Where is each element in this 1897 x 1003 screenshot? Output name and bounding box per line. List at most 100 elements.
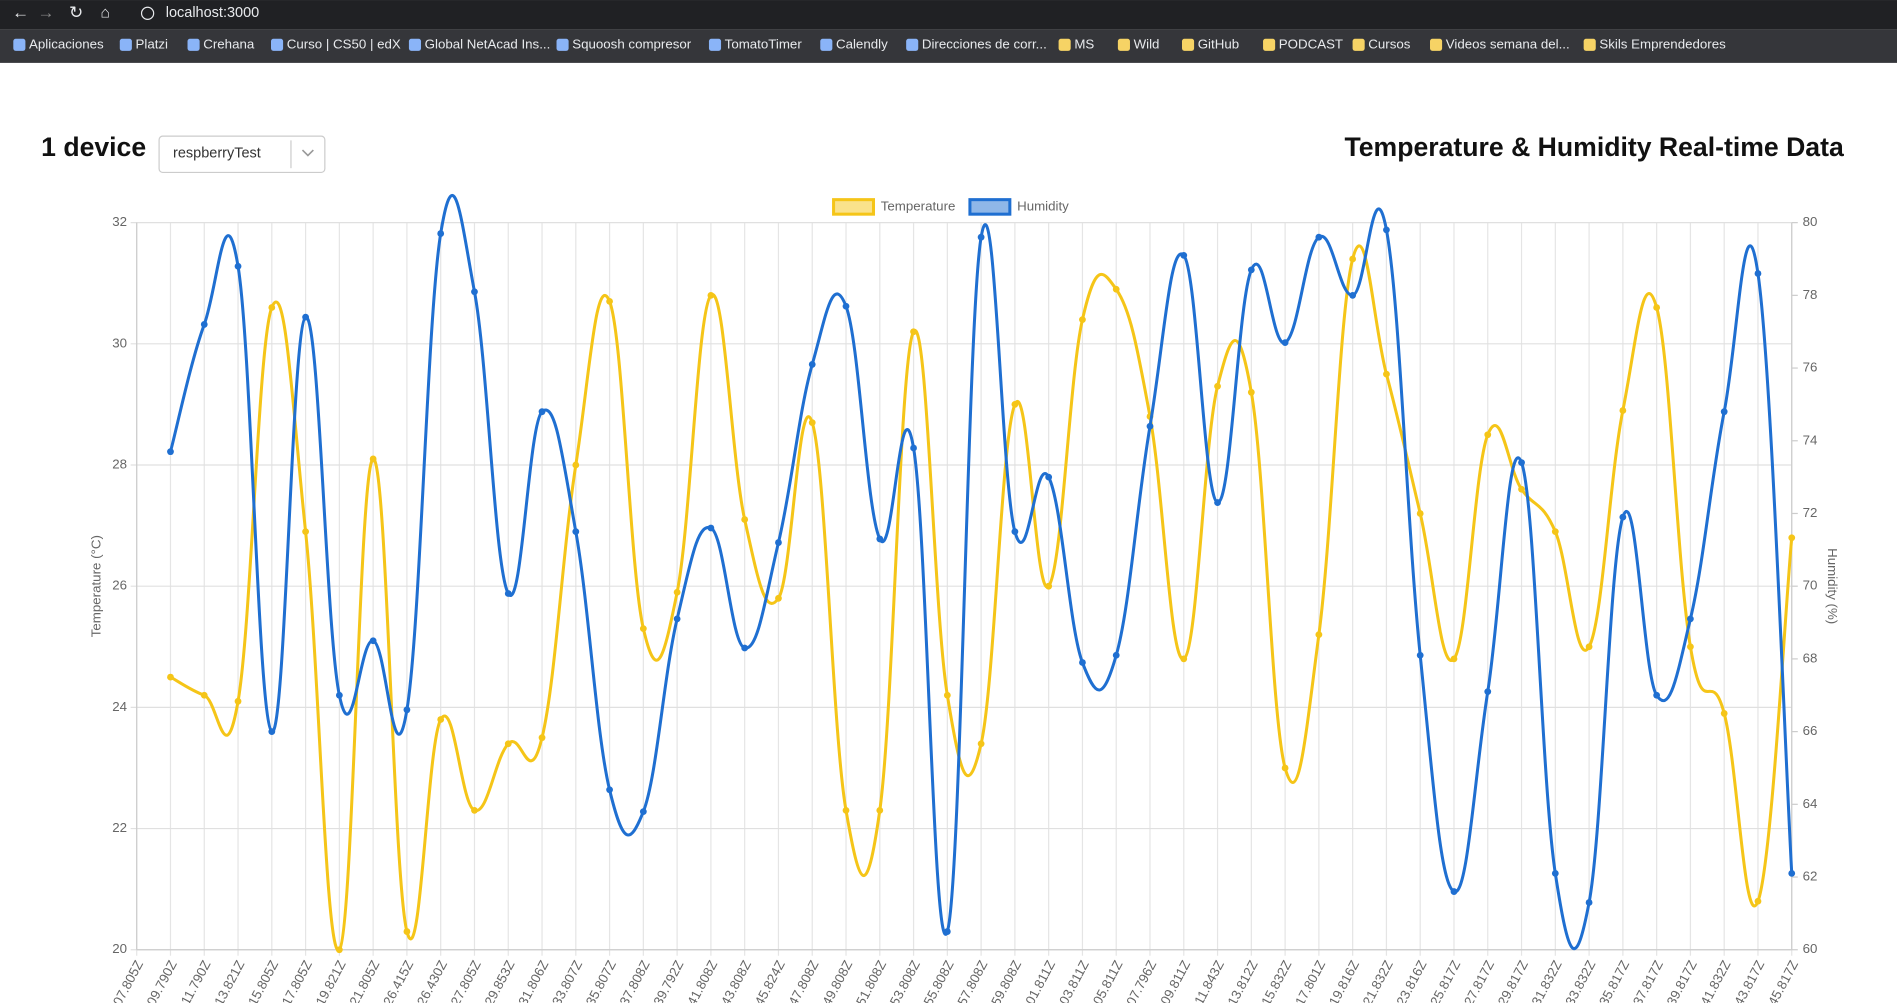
data-point <box>808 361 816 368</box>
data-point <box>1281 339 1289 346</box>
legend-label[interactable]: Temperature <box>881 198 956 213</box>
data-point <box>910 328 917 336</box>
y2-tick-label: 64 <box>1803 796 1818 811</box>
data-point <box>1653 304 1661 311</box>
data-point <box>876 806 884 814</box>
y2-tick-label: 62 <box>1803 869 1818 884</box>
bookmark[interactable]: Squoosh compresor <box>572 36 692 51</box>
data-point <box>1180 251 1188 259</box>
info-icon[interactable] <box>140 6 155 20</box>
y2-tick-label: 68 <box>1803 650 1818 665</box>
y2-tick-label: 74 <box>1803 432 1818 447</box>
data-point <box>1450 655 1458 663</box>
bookmark[interactable]: Wild <box>1134 36 1160 51</box>
data-point <box>335 946 343 954</box>
data-point <box>1484 431 1492 439</box>
data-point <box>1687 615 1694 623</box>
data-point <box>1619 407 1627 414</box>
data-point <box>1079 659 1086 666</box>
bookmark[interactable]: Global NetAcad Ins... <box>425 36 551 51</box>
data-point <box>842 806 850 814</box>
data-point <box>1383 370 1390 378</box>
y2-tick-label: 66 <box>1803 723 1818 738</box>
data-point <box>403 706 411 714</box>
y-tick-label: 22 <box>112 820 127 835</box>
data-point <box>808 419 816 426</box>
data-point <box>437 230 445 237</box>
bookmark[interactable]: Cursos <box>1368 36 1410 51</box>
bookmark[interactable]: MS <box>1074 36 1094 51</box>
bookmark[interactable]: GitHub <box>1198 36 1239 51</box>
data-point <box>1585 899 1593 906</box>
data-point <box>471 806 478 814</box>
data-point <box>200 691 208 699</box>
bookmark[interactable]: Direcciones de corr... <box>922 36 1047 51</box>
bookmark[interactable]: Aplicaciones <box>29 36 104 51</box>
data-point <box>1653 691 1661 699</box>
series-line <box>169 193 1794 951</box>
data-point <box>1551 528 1559 536</box>
data-point <box>437 716 445 723</box>
bookmark[interactable]: TomatoTimer <box>725 36 803 51</box>
data-point <box>1416 651 1424 659</box>
select-arrow[interactable] <box>301 149 314 157</box>
bookmark[interactable]: Platzi <box>136 36 169 51</box>
forward-button[interactable]: → <box>38 3 55 22</box>
device-count: 1 device <box>41 132 146 162</box>
bookmarks-bar <box>0 29 1897 63</box>
data-point <box>775 539 782 546</box>
device-select-value[interactable]: respberryTest <box>173 146 261 162</box>
data-point <box>1146 422 1154 430</box>
y2-axis-label: Humidity (%) <box>1825 548 1840 624</box>
data-point <box>639 625 647 632</box>
data-point <box>707 291 715 299</box>
legend-label[interactable]: Humidity <box>1017 198 1069 213</box>
data-point <box>403 928 411 935</box>
bookmark[interactable]: PODCAST <box>1279 36 1343 51</box>
bookmark-icon <box>556 38 569 51</box>
bookmark-icon <box>1058 38 1071 51</box>
data-point <box>1281 764 1289 772</box>
data-point <box>1045 582 1053 590</box>
y-tick-label: 26 <box>112 578 127 593</box>
data-point <box>1416 510 1424 517</box>
data-point <box>167 673 174 681</box>
data-point <box>572 461 580 469</box>
data-point <box>1551 870 1559 877</box>
data-point <box>167 448 174 456</box>
bookmark-icon <box>187 38 200 51</box>
bookmark-icon <box>708 38 722 51</box>
data-point <box>1585 643 1593 651</box>
device-select[interactable] <box>158 135 326 174</box>
data-point <box>1045 473 1053 481</box>
data-point <box>910 444 917 452</box>
data-point <box>268 728 276 735</box>
data-point <box>1788 534 1796 542</box>
data-point <box>876 535 884 543</box>
bookmark[interactable]: Videos semana del... <box>1446 36 1570 51</box>
bookmark-icon <box>13 38 26 51</box>
data-point <box>775 594 782 602</box>
home-button[interactable]: ⌂ <box>100 4 110 21</box>
data-point <box>302 528 309 536</box>
reload-button[interactable]: ↻ <box>69 3 83 22</box>
bookmark-icon <box>408 38 422 51</box>
legend-swatch <box>968 198 1012 216</box>
data-point <box>741 644 749 652</box>
data-point <box>335 691 343 699</box>
data-point <box>234 262 242 270</box>
data-point <box>1315 631 1323 639</box>
bookmark[interactable]: Crehana <box>203 36 255 51</box>
toolbar <box>0 0 1897 30</box>
bookmark-icon <box>1430 38 1443 51</box>
url[interactable]: localhost:3000 <box>166 5 260 21</box>
data-point <box>538 734 546 742</box>
data-point <box>1011 528 1019 536</box>
bookmark[interactable]: Curso | CS50 | edX <box>287 36 401 51</box>
data-point <box>1315 233 1323 241</box>
bookmark[interactable]: Calendly <box>836 36 888 51</box>
back-button[interactable]: ← <box>12 3 29 22</box>
bookmark[interactable]: Skils Emprendedores <box>1599 36 1726 51</box>
data-point <box>302 313 309 321</box>
data-point <box>639 808 647 815</box>
